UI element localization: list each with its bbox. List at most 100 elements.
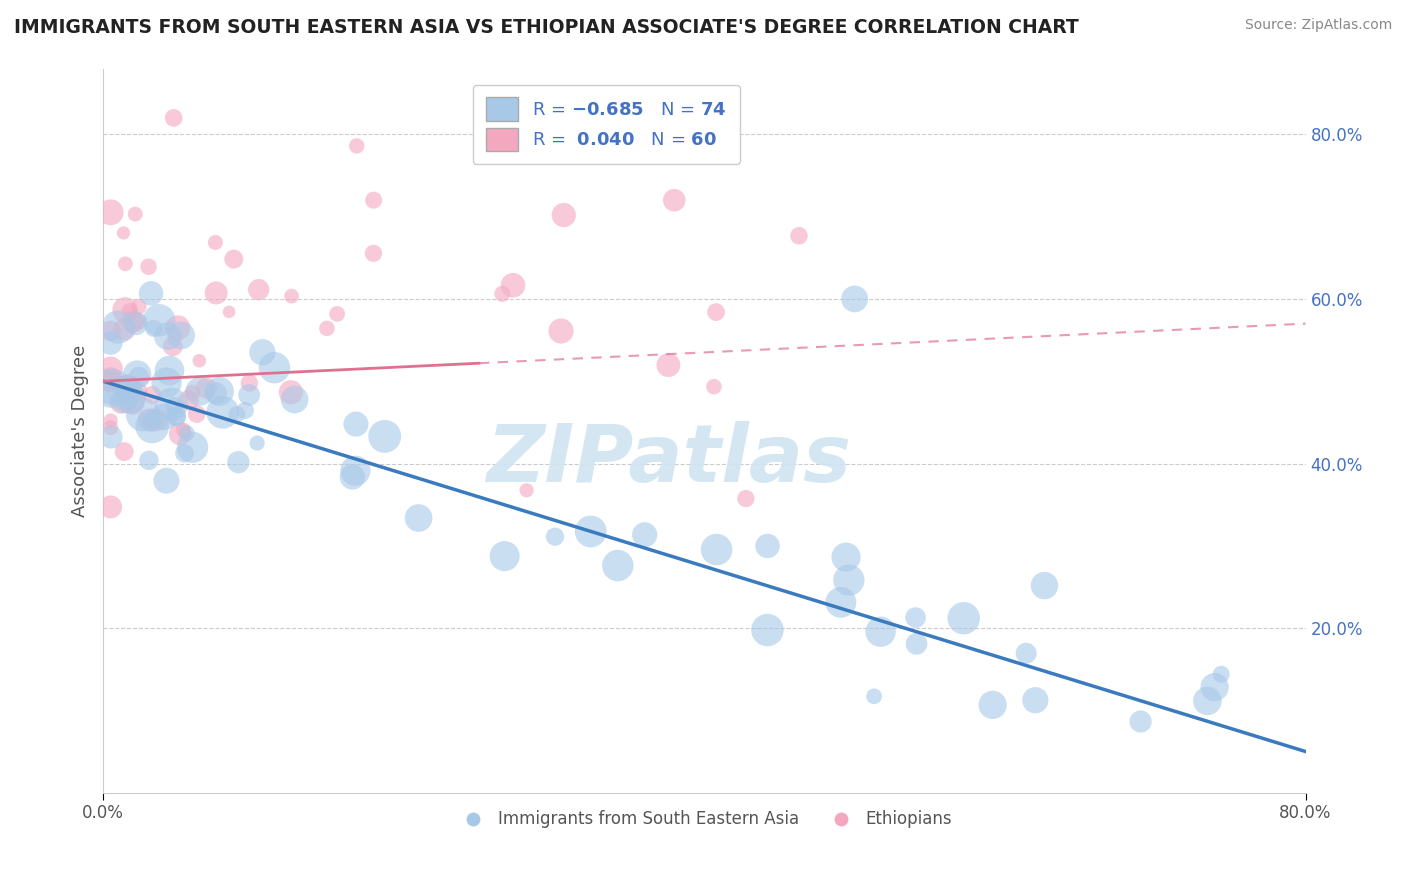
Point (218, 305, 240, 319)
Point (246, 436, 269, 450)
Point (124, 207, 146, 221)
Point (225, 408, 247, 422)
Point (163, 399, 186, 413)
Point (114, 322, 136, 336)
Point (195, 381, 218, 395)
Point (344, 417, 367, 431)
Point (117, 380, 139, 394)
Point (228, 455, 250, 469)
Point (952, 611, 974, 625)
Point (155, 474, 177, 488)
Point (408, 511, 430, 525)
Point (181, 440, 204, 454)
Point (579, 524, 602, 539)
Point (205, 285, 228, 300)
Point (139, 286, 162, 301)
Point (494, 549, 516, 563)
Y-axis label: Associate's Degree: Associate's Degree (72, 344, 89, 516)
Point (835, 550, 858, 565)
Point (100, 413, 122, 427)
Point (830, 595, 852, 609)
Point (121, 315, 143, 329)
Point (181, 385, 204, 400)
Point (169, 427, 191, 442)
Point (1129, 714, 1152, 729)
Point (153, 409, 176, 424)
Point (252, 345, 274, 359)
Point (100, 336, 122, 351)
Point (756, 539, 779, 553)
Point (905, 637, 928, 651)
Point (363, 246, 385, 260)
Point (141, 415, 163, 429)
Point (100, 420, 122, 434)
Point (491, 286, 513, 301)
Point (734, 491, 756, 506)
Point (114, 257, 136, 271)
Point (1015, 646, 1038, 660)
Point (120, 392, 142, 406)
Point (141, 419, 163, 434)
Point (904, 610, 927, 624)
Point (100, 361, 122, 376)
Point (128, 370, 150, 384)
Point (112, 393, 135, 408)
Point (263, 360, 285, 375)
Point (173, 446, 195, 460)
Point (160, 397, 183, 411)
Point (165, 409, 187, 423)
Point (1204, 680, 1226, 694)
Point (363, 193, 385, 207)
Point (344, 464, 367, 478)
Point (117, 391, 139, 405)
Point (114, 302, 136, 317)
Point (166, 321, 188, 335)
Point (657, 358, 679, 372)
Point (222, 252, 245, 266)
Point (159, 363, 181, 377)
Legend: Immigrants from South Eastern Asia, Ethiopians: Immigrants from South Eastern Asia, Ethi… (450, 804, 959, 835)
Point (316, 321, 339, 335)
Point (787, 228, 810, 243)
Point (981, 698, 1004, 712)
Point (606, 558, 628, 573)
Point (142, 321, 165, 335)
Point (346, 139, 368, 153)
Point (544, 530, 567, 544)
Point (156, 329, 179, 343)
Point (502, 278, 524, 293)
Point (204, 235, 226, 250)
Point (703, 380, 725, 394)
Point (280, 385, 302, 400)
Point (100, 386, 122, 401)
Point (553, 208, 575, 222)
Text: ZIPatlas: ZIPatlas (485, 420, 851, 499)
Point (516, 483, 538, 498)
Point (208, 384, 231, 399)
Point (141, 388, 163, 402)
Point (374, 429, 396, 443)
Point (112, 444, 135, 458)
Point (165, 409, 187, 424)
Point (112, 226, 135, 240)
Point (211, 405, 233, 419)
Point (127, 384, 149, 399)
Point (155, 376, 177, 390)
Point (634, 528, 657, 542)
Point (838, 573, 860, 587)
Point (188, 384, 211, 399)
Point (100, 375, 122, 389)
Point (172, 423, 194, 437)
Point (238, 388, 260, 402)
Point (100, 500, 122, 514)
Point (100, 324, 122, 338)
Point (138, 412, 160, 426)
Point (756, 623, 779, 637)
Point (127, 368, 149, 382)
Point (148, 313, 170, 327)
Text: Source: ZipAtlas.com: Source: ZipAtlas.com (1244, 18, 1392, 32)
Point (550, 324, 572, 338)
Point (128, 300, 150, 314)
Point (844, 292, 866, 306)
Point (706, 542, 728, 557)
